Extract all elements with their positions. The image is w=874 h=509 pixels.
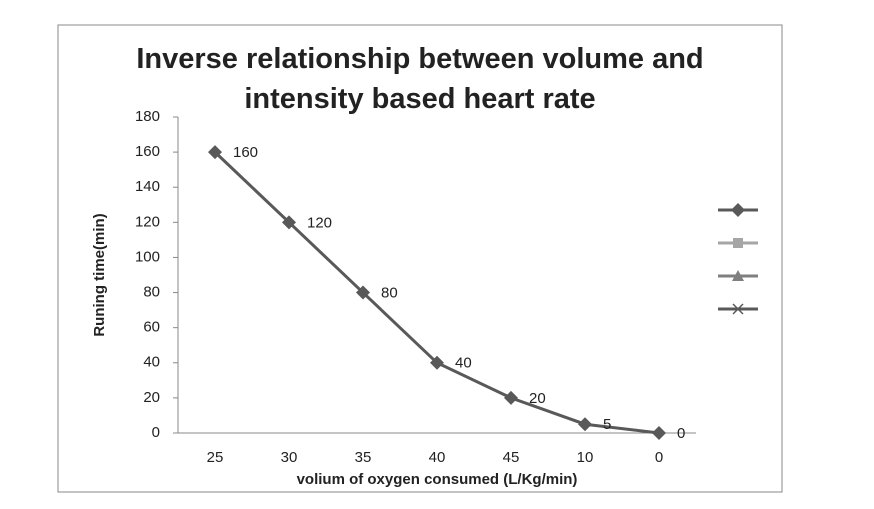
x-tick-label: 10 <box>577 449 594 466</box>
data-label: 120 <box>307 214 332 231</box>
x-tick-label: 30 <box>281 449 298 466</box>
data-label: 0 <box>677 425 685 442</box>
x-tick-label: 35 <box>355 449 372 466</box>
point <box>208 145 222 160</box>
point <box>356 285 370 300</box>
y-tick-label: 120 <box>135 213 160 230</box>
chart-title: Inverse relationship between volume and i… <box>136 43 703 115</box>
data-label: 20 <box>529 390 546 407</box>
data-label: 40 <box>455 355 472 372</box>
data-label: 80 <box>381 285 398 302</box>
point <box>578 417 592 432</box>
x-tick-label: 40 <box>429 449 446 466</box>
y-tick-label: 60 <box>143 319 160 336</box>
y-tick-label: 80 <box>143 284 160 301</box>
point <box>430 355 444 370</box>
y-tick-label: 0 <box>152 424 160 441</box>
y-tick-label: 180 <box>135 108 160 125</box>
legend-marker <box>731 203 745 217</box>
y-tick-label: 40 <box>143 354 160 371</box>
y-tick-label: 140 <box>135 178 160 195</box>
legend-marker <box>732 303 744 315</box>
point <box>504 390 518 405</box>
x-tick-label: 45 <box>503 449 520 466</box>
x-tick-label: 25 <box>207 449 224 466</box>
chart-border <box>57 24 783 493</box>
point <box>652 426 666 440</box>
data-label: 5 <box>603 416 611 433</box>
y-tick-label: 100 <box>135 248 160 265</box>
data-label: 160 <box>233 144 258 161</box>
x-axis-label: volium of oxygen consumed (L/Kg/min) <box>297 471 578 488</box>
legend-marker <box>732 270 744 281</box>
x-tick-label: 0 <box>655 449 663 466</box>
y-tick-label: 20 <box>143 389 160 406</box>
y-axis-label: Runing time(min) <box>91 213 108 336</box>
y-tick-label: 160 <box>135 143 160 160</box>
point <box>282 215 296 230</box>
legend-marker <box>733 238 743 248</box>
